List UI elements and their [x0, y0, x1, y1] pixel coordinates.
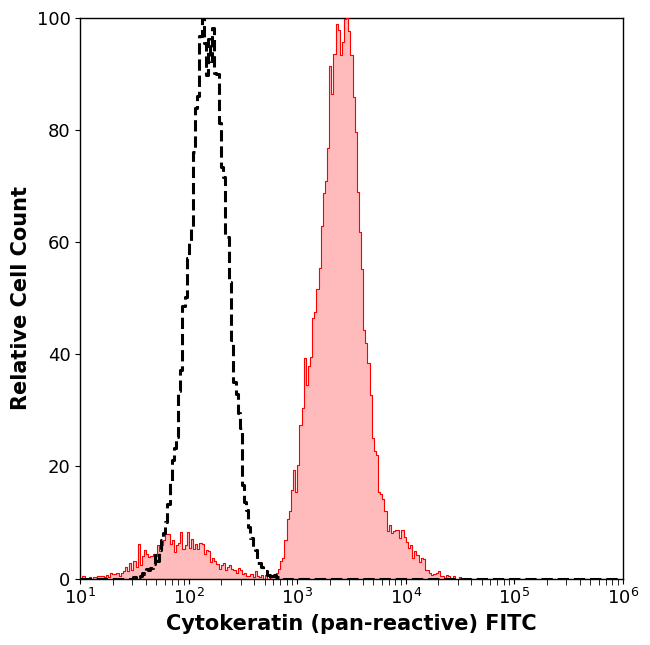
Y-axis label: Relative Cell Count: Relative Cell Count: [11, 186, 31, 410]
X-axis label: Cytokeratin (pan-reactive) FITC: Cytokeratin (pan-reactive) FITC: [166, 614, 537, 634]
